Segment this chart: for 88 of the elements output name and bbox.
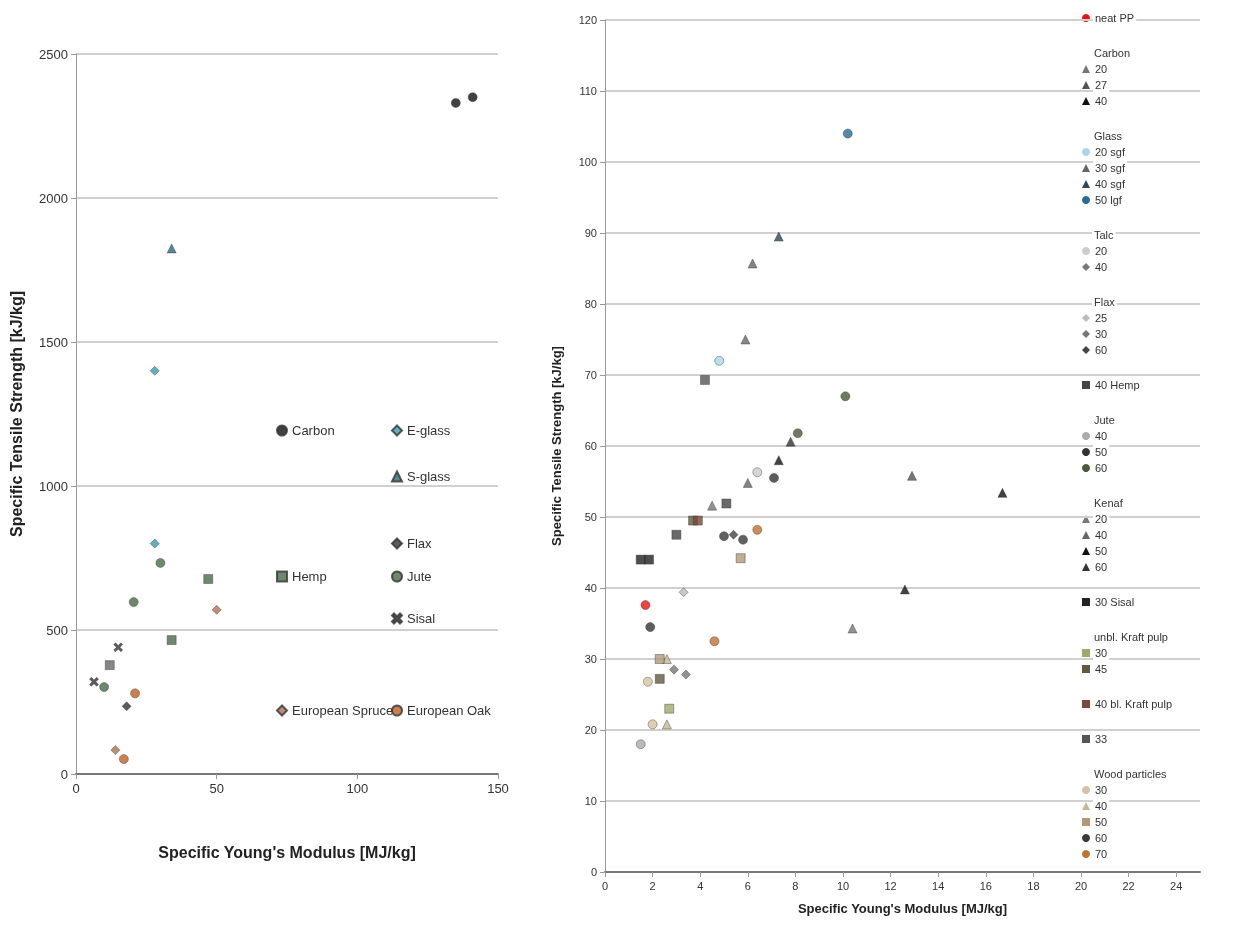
legend-label: 40: [1095, 261, 1108, 273]
annotation: Carbon: [1094, 47, 1131, 59]
legend-label: European Oak: [407, 703, 492, 718]
x-tick-label: 8: [792, 879, 799, 892]
legend-label: 50: [1095, 545, 1108, 557]
legend-label: 20: [1095, 245, 1108, 257]
y-tick-label: 90: [584, 227, 597, 239]
x-tick-label: 16: [979, 879, 992, 892]
legend-label: 20 sgf: [1095, 146, 1126, 158]
legend-label: 60: [1095, 832, 1108, 844]
x-tick-label: 24: [1170, 879, 1183, 892]
x-tick-label: 50: [209, 781, 224, 796]
legend-label: 70: [1095, 848, 1108, 860]
legend-label: 25: [1095, 312, 1108, 324]
y-tick-label: 60: [584, 440, 597, 452]
legend-label: 60: [1095, 344, 1108, 356]
y-tick-label: 500: [46, 622, 68, 638]
legend-label: Sisal: [407, 611, 436, 626]
legend-label: 30: [1095, 328, 1108, 340]
legend-label: 27: [1095, 79, 1108, 91]
y-tick-label: 10: [584, 795, 597, 807]
annotation: unbl. Kraft pulp: [1094, 631, 1168, 643]
x-tick-label: 4: [697, 879, 704, 892]
legend-label: Hemp: [292, 569, 327, 584]
y-tick-label: 80: [584, 298, 597, 310]
legend-label: Jute: [407, 569, 432, 584]
annotation: Kenaf: [1094, 497, 1124, 509]
annotation: Talc: [1094, 229, 1115, 241]
x-tick-label: 20: [1074, 879, 1088, 892]
x-tick-label: 2: [649, 879, 656, 892]
annotation: Wood particles: [1094, 768, 1168, 780]
x-tick-label: 18: [1027, 879, 1040, 892]
legend-label: Carbon: [292, 423, 335, 438]
x-tick-label: 150: [487, 781, 509, 796]
legend-label: 50: [1095, 446, 1108, 458]
legend-label: 40 sgf: [1095, 178, 1126, 190]
y-tick-label: 30: [584, 653, 597, 665]
legend-label: 40: [1095, 430, 1108, 442]
legend-label: S-glass: [407, 469, 451, 484]
x-axis-title: Specific Young's Modulus [MJ/kg]: [797, 901, 1008, 916]
y-tick-label: 0: [60, 766, 68, 782]
legend-label: 40 bl. Kraft pulp: [1095, 698, 1173, 710]
x-axis-title: Specific Young's Modulus [MJ/kg]: [158, 843, 416, 861]
legend-label: 30 Sisal: [1095, 596, 1135, 608]
legend-label: 60: [1095, 561, 1108, 573]
y-tick-label: 1000: [39, 478, 68, 494]
y-tick-label: 20: [584, 724, 597, 736]
annotation: Jute: [1094, 414, 1115, 426]
legend-label: 40: [1095, 529, 1108, 541]
legend-label: 50 lgf: [1095, 194, 1123, 206]
x-tick-label: 10: [836, 879, 850, 892]
legend-label: 40: [1095, 800, 1108, 812]
y-tick-label: 120: [578, 14, 597, 26]
y-tick-label: 50: [584, 511, 597, 523]
legend-label: 20: [1095, 63, 1108, 75]
legend-label: Flax: [407, 536, 433, 551]
y-tick-label: 2000: [39, 190, 68, 206]
x-tick-label: 100: [346, 781, 369, 796]
legend-label: E-glass: [407, 423, 451, 438]
y-tick-label: 110: [579, 85, 597, 97]
x-tick-label: 14: [932, 879, 945, 892]
legend-label: 30 sgf: [1095, 162, 1126, 174]
y-tick-label: 40: [584, 582, 597, 594]
legend-label: European Spruce: [292, 703, 394, 718]
x-tick-label: 6: [744, 879, 751, 892]
x-tick-label: 0: [72, 781, 80, 796]
legend-label: 40: [1095, 95, 1108, 107]
y-tick-label: 100: [578, 156, 597, 168]
legend-label: 50: [1095, 816, 1108, 828]
y-axis-title: Specific Tensile Strength [kJ/kg]: [7, 291, 25, 537]
annotation: Glass: [1094, 130, 1123, 142]
legend-label: 30: [1095, 647, 1108, 659]
legend-label: 45: [1095, 663, 1108, 675]
annotation: Flax: [1094, 296, 1116, 308]
y-tick-label: 1500: [39, 334, 68, 350]
y-tick-label: 0: [590, 866, 597, 878]
y-tick-label: 70: [584, 369, 597, 381]
legend-label: neat PP: [1095, 12, 1135, 24]
x-tick-label: 12: [884, 879, 897, 892]
x-tick-label: 22: [1122, 879, 1135, 892]
legend-label: 60: [1095, 462, 1108, 474]
legend-label: 33: [1095, 733, 1108, 745]
x-tick-label: 0: [601, 879, 609, 892]
legend-label: 30: [1095, 784, 1108, 796]
legend-label: 40 Hemp: [1095, 379, 1140, 391]
y-axis-title: Specific Tensile Strength [kJ/kg]: [549, 346, 564, 546]
y-tick-label: 2500: [39, 46, 68, 62]
legend-label: 20: [1095, 513, 1108, 525]
